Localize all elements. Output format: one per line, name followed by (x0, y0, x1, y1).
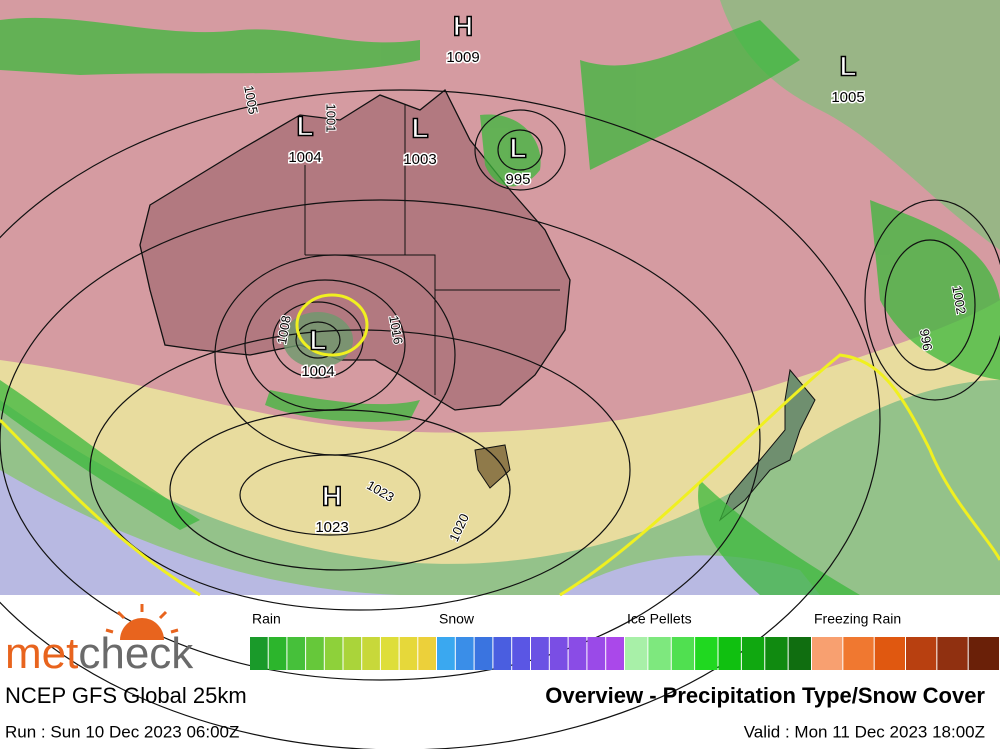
legend-swatch (343, 637, 362, 670)
legend-swatch (418, 637, 436, 670)
pressure-value: 1005 (831, 89, 864, 106)
legend-swatch (648, 637, 671, 670)
pressure-value: 1009 (446, 49, 479, 66)
legend-swatch (474, 637, 493, 670)
run: Run : Sun 10 Dec 2023 06:00Z (5, 722, 239, 741)
legend-swatch (306, 637, 324, 670)
legend-swatch (512, 637, 530, 670)
legend-swatch (968, 637, 999, 670)
logo-sun (105, 604, 179, 640)
pressure-symbol: L (509, 132, 526, 163)
legend-label: Freezing Rain (814, 611, 901, 627)
legend-swatch (741, 637, 765, 670)
legend-swatch (587, 637, 606, 670)
legend-swatch (568, 637, 587, 670)
legend-swatch (625, 637, 648, 670)
legend-swatch (874, 637, 905, 670)
legend-swatch (268, 637, 287, 670)
legend-swatch (606, 637, 624, 670)
pressure-symbol: H (453, 10, 473, 41)
legend-swatch (531, 637, 549, 670)
isobar-label: 1001 (324, 104, 339, 133)
model: NCEP GFS Global 25km (5, 683, 247, 708)
legend-swatch (324, 637, 343, 670)
legend-label: Snow (439, 611, 475, 627)
legend-swatch (380, 637, 399, 670)
legend-swatch (695, 637, 718, 670)
legend-swatch (455, 637, 474, 670)
legend-label: Rain (252, 611, 281, 627)
pressure-symbol: L (411, 112, 428, 143)
legend-swatch (906, 637, 937, 670)
legend-swatch (399, 637, 418, 670)
pressure-value: 1004 (288, 149, 321, 166)
pressure-value: 995 (505, 171, 530, 188)
logo: metcheck (5, 629, 194, 678)
pressure-value: 1003 (403, 151, 436, 168)
isobar-label: 1016 (386, 314, 406, 345)
isobar-label: 996 (917, 328, 936, 352)
pressure-value: 1023 (315, 519, 348, 536)
legend-swatch (765, 637, 788, 670)
pressure-symbol: L (309, 324, 326, 355)
pressure-symbol: L (839, 50, 856, 81)
legend-swatch (250, 637, 268, 670)
valid: Valid : Mon 11 Dec 2023 18:00Z (744, 722, 985, 741)
legend-swatch (287, 637, 306, 670)
isobar-label: 1002 (949, 284, 969, 315)
legend-swatch (937, 637, 968, 670)
legend-swatch (493, 637, 512, 670)
legend-swatch (843, 637, 874, 670)
pressure-symbol: H (322, 480, 342, 511)
legend-swatch (362, 637, 380, 670)
legend-swatch (671, 637, 695, 670)
logo-part: check (78, 629, 194, 678)
pressure-symbol: L (296, 110, 313, 141)
isobar-label: 1005 (241, 84, 261, 115)
isobar-label: 1008 (274, 314, 294, 345)
legend-swatch (549, 637, 568, 670)
legend-swatch (718, 637, 741, 670)
legend-swatch (788, 637, 811, 670)
logo-part: met (5, 629, 78, 678)
footer: metcheck NCEP GFS Global 25km Overview -… (5, 604, 999, 741)
legend-label: Ice Pellets (627, 611, 692, 627)
legend-swatch (437, 637, 455, 670)
title: Overview - Precipitation Type/Snow Cover (545, 683, 985, 708)
legend-swatch (812, 637, 843, 670)
pressure-value: 1004 (301, 363, 334, 380)
